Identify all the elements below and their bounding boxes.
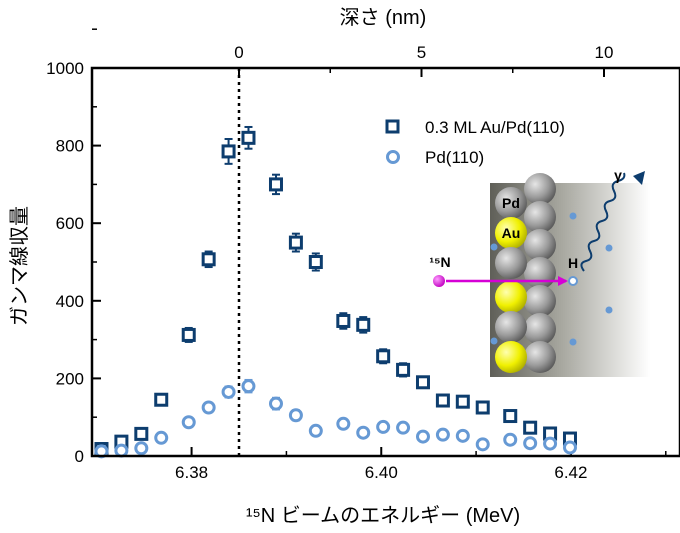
- y-axis-label: ガンマ線収量: [8, 206, 31, 326]
- data-point-square: [396, 362, 411, 377]
- data-point-square: [201, 252, 216, 267]
- y-tick-label: 600: [56, 214, 84, 233]
- legend-label-au-pd: 0.3 ML Au/Pd(110): [425, 118, 565, 137]
- data-point-square: [288, 235, 303, 250]
- x-tick-label: 6.40: [365, 463, 398, 482]
- gamma-arrowhead: [633, 171, 645, 185]
- data-point-square: [221, 144, 236, 159]
- pd-atom: [524, 313, 556, 345]
- data-point-circle: [201, 400, 216, 415]
- data-point-circle: [503, 432, 518, 447]
- data-point-square: [268, 177, 283, 192]
- data-point-square: [415, 375, 430, 390]
- y-tick-label: 0: [75, 447, 84, 466]
- axis-ticks: 0 200 400 600 800 1000 6.38 6.40 6.42 0 5 10: [46, 28, 667, 482]
- legend-marker-circle: [386, 150, 400, 164]
- data-point-square: [154, 392, 169, 407]
- au-atom: [495, 341, 527, 373]
- pd-atom: [524, 341, 556, 373]
- y-tick-label: 800: [56, 137, 84, 156]
- data-point-circle: [134, 441, 149, 456]
- x-tick-label: 6.42: [554, 463, 587, 482]
- gamma-photon-wave: [580, 172, 626, 272]
- pd-label: Pd: [502, 195, 520, 211]
- data-point-circle: [435, 427, 450, 442]
- pd-atom: [495, 187, 527, 219]
- data-point-square: [336, 313, 351, 328]
- hydrogen-atom: [605, 244, 613, 252]
- pd-atom: [524, 229, 556, 261]
- inset-hydrogen-atoms: [490, 212, 613, 346]
- data-point-circle: [356, 425, 371, 440]
- data-point-circle: [455, 428, 470, 443]
- data-point-circle: [415, 429, 430, 444]
- legend-marker-square: [385, 119, 400, 134]
- top-tick-label: 0: [234, 43, 243, 62]
- x-axis-label: ¹⁵N ビームのエネルギー (MeV): [246, 504, 520, 527]
- top-tick-label: 5: [417, 43, 426, 62]
- hydrogen-label: H: [568, 255, 578, 271]
- data-point-square: [435, 393, 450, 408]
- hydrogen-atom: [490, 243, 498, 251]
- pd-atom: [524, 285, 556, 317]
- au-atom: [495, 281, 527, 313]
- plot-frame: [90, 66, 680, 458]
- hydrogen-atom: [569, 338, 577, 346]
- nitrogen-ion: [433, 275, 445, 287]
- y-tick-label: 200: [56, 369, 84, 388]
- gamma-label: γ: [614, 167, 622, 183]
- data-point-circle: [336, 416, 351, 431]
- data-point-circle: [523, 436, 538, 451]
- data-point-circle: [475, 437, 490, 452]
- data-point-square: [503, 409, 518, 424]
- data-point-square: [523, 420, 538, 435]
- data-point-circle: [288, 408, 303, 423]
- data-point-circle: [308, 423, 323, 438]
- data-point-square: [134, 426, 149, 441]
- data-point-circle: [376, 419, 391, 434]
- y-tick-label: 1000: [46, 59, 84, 78]
- hydrogen-atom: [569, 212, 577, 220]
- data-point-circle: [543, 436, 558, 451]
- legend-label-pd: Pd(110): [425, 148, 484, 167]
- data-point-square: [356, 317, 371, 332]
- pd-atom: [524, 201, 556, 233]
- data-point-circle: [562, 440, 577, 455]
- data-point-square: [475, 400, 490, 415]
- pd-atom: [495, 311, 527, 343]
- data-points: [94, 125, 577, 459]
- series-pd: [94, 378, 577, 459]
- inset-atoms: [495, 173, 556, 373]
- data-point-circle: [396, 420, 411, 435]
- inset-illustration: Pd Au ¹⁵N H γ: [429, 167, 650, 377]
- top-tick-label: 10: [595, 43, 614, 62]
- pd-atom: [524, 257, 556, 289]
- y-tick-label: 400: [56, 292, 84, 311]
- hydrogen-atom: [490, 337, 498, 345]
- data-point-circle: [241, 379, 256, 394]
- data-point-circle: [181, 415, 196, 430]
- data-point-circle: [221, 384, 236, 399]
- data-point-circle: [154, 430, 169, 445]
- data-point-square: [376, 349, 391, 364]
- data-point-circle: [268, 396, 283, 411]
- pd-atom: [495, 247, 527, 279]
- pd-atom: [524, 173, 556, 205]
- hydrogen-atom: [568, 276, 578, 286]
- nitrogen-label: ¹⁵N: [429, 254, 450, 270]
- x-tick-label: 6.38: [175, 463, 208, 482]
- top-axis-label: 深さ (nm): [340, 6, 427, 29]
- legend: 0.3 ML Au/Pd(110) Pd(110): [385, 118, 565, 167]
- data-point-square: [181, 327, 196, 342]
- data-point-square: [455, 394, 470, 409]
- au-atom: [495, 217, 527, 249]
- hydrogen-atom: [605, 306, 613, 314]
- au-label: Au: [502, 225, 521, 241]
- data-point-square: [241, 130, 256, 145]
- data-point-circle: [114, 443, 129, 458]
- data-point-square: [308, 255, 323, 269]
